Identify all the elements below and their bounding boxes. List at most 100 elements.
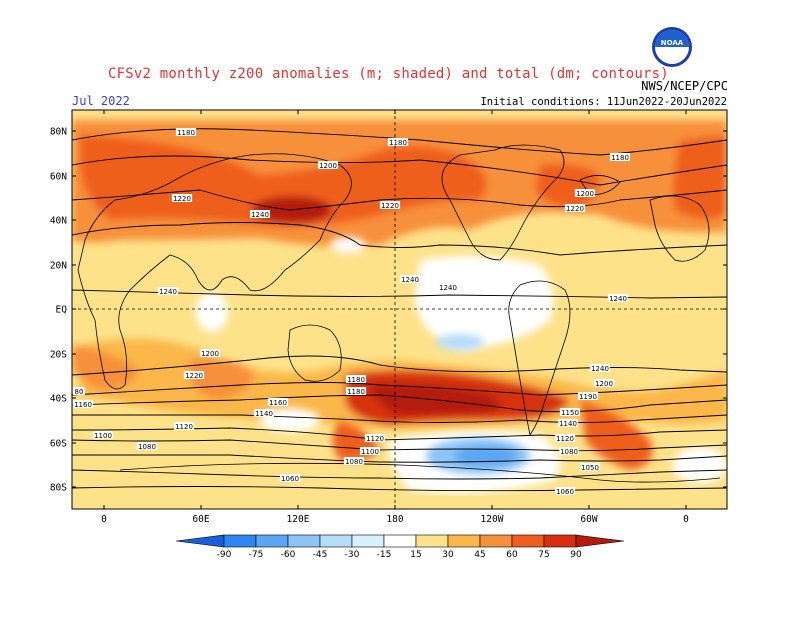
neutral-zone-indian	[196, 292, 228, 332]
lon-label: 180	[386, 514, 403, 525]
contour-label: 1220	[185, 372, 203, 380]
contour-label: 1080	[138, 443, 156, 451]
anomaly-zone-europe-60-75	[673, 135, 727, 219]
forecast-month: Jul 2022	[72, 94, 130, 108]
contour-label-bg	[364, 434, 386, 442]
contour-label-bg	[175, 128, 197, 136]
colorbar-segment	[351, 534, 385, 548]
colorbar-label: -15	[377, 550, 392, 560]
contour-label: 1140	[559, 420, 577, 428]
contour-labels: 1180 1180 1180 1200 1200 1220 1220 1220 1240 1240…	[72, 128, 631, 496]
negative-anomaly-tropics	[436, 334, 484, 350]
noaa-logo-icon: NOAA	[652, 27, 692, 67]
contour-label: 1100	[94, 432, 112, 440]
contour-label-bg	[387, 138, 409, 146]
chart-title: CFSv2 monthly z200 anomalies (m; shaded)…	[108, 66, 669, 82]
colorbar-segment	[175, 534, 225, 548]
anomaly-zone-safrica-45-60	[72, 345, 140, 390]
contour-label-bg	[399, 275, 421, 283]
contour-label: 1060	[281, 475, 299, 483]
contour-label: 1200	[595, 380, 613, 388]
contour-label-bg	[171, 194, 193, 202]
contour-label: 1240	[401, 276, 419, 284]
coastlines	[77, 144, 721, 483]
contour-label: 1080	[560, 448, 578, 456]
lat-label: 80N	[50, 127, 67, 138]
contour-label-bg	[279, 474, 301, 482]
agency-label: NWS/NCEP/CPC	[641, 79, 728, 93]
colorbar-segment	[575, 534, 625, 548]
colorbar-segment	[287, 534, 321, 548]
initial-conditions: Initial conditions: 11Jun2022-20Jun2022	[480, 96, 727, 108]
contour-label-bg	[607, 294, 629, 302]
contour-label: 1220	[173, 195, 191, 203]
contour-label-bg	[343, 457, 365, 465]
contour-label: 1180	[611, 154, 629, 162]
contour-label: 1160	[269, 399, 287, 407]
lon-label: 120W	[481, 514, 504, 525]
contour-label: 1240	[159, 288, 177, 296]
contour-label: 1160	[74, 401, 92, 409]
contour-label-bg	[359, 447, 381, 455]
colorbar-label: -75	[249, 550, 264, 560]
neutral-zone-wpac	[330, 237, 366, 253]
lat-label: 60N	[50, 172, 67, 183]
contour-label-bg	[574, 189, 596, 197]
colorbar-label: 45	[474, 550, 485, 560]
neutral-zone-s-indian	[260, 408, 320, 432]
longitude-axis: 0 60E 120E 180 120W 60W 0	[101, 110, 689, 525]
contour-label-bg	[72, 400, 94, 408]
contour-label-bg	[157, 287, 179, 295]
lon-label: 0	[101, 514, 107, 525]
colorbar-segment	[223, 534, 257, 548]
contour-label: 1180	[347, 376, 365, 384]
colorbar-segment	[383, 534, 417, 548]
colorbar-label: 30	[442, 550, 454, 560]
contour-label-bg	[593, 379, 615, 387]
contour-label: 80	[75, 388, 84, 396]
lat-label: 40N	[50, 216, 67, 227]
colorbar-label: 60	[506, 550, 518, 560]
contour-label: 1190	[579, 393, 597, 401]
contour-label-bg	[253, 409, 275, 417]
contour-label-bg	[345, 375, 367, 383]
contour-label-bg	[579, 463, 601, 471]
colorbar-label: 15	[410, 550, 421, 560]
contour-label-bg	[73, 387, 85, 395]
colorbar-segment	[479, 534, 513, 548]
contour-label-bg	[609, 153, 631, 161]
colorbar-segment	[415, 534, 449, 548]
contour-label-bg	[437, 283, 459, 291]
lat-label: 20N	[50, 261, 67, 272]
contour-label: 1120	[366, 435, 384, 443]
colorbar-label: 90	[570, 550, 582, 560]
contour-label: 1120	[175, 423, 193, 431]
lat-label: EQ	[56, 305, 68, 316]
lon-label: 60W	[580, 514, 597, 525]
colorbar-segment	[511, 534, 545, 548]
contour-label-bg	[199, 349, 221, 357]
colorbar-segment	[319, 534, 353, 548]
contour-label: 1180	[389, 139, 407, 147]
colorbar-label: -90	[217, 550, 232, 560]
contour-label: 1050	[581, 464, 599, 472]
lon-label: 120E	[287, 514, 310, 525]
contour-label-bg	[249, 210, 271, 218]
svg-text:NOAA: NOAA	[661, 39, 684, 47]
contour-label-bg	[564, 204, 586, 212]
lat-label: 20S	[50, 350, 67, 361]
contour-label: 1240	[609, 295, 627, 303]
contour-label-bg	[554, 487, 576, 495]
contour-label: 1200	[319, 162, 337, 170]
colorbar-label: -45	[313, 550, 328, 560]
lon-label: 60E	[192, 514, 209, 525]
contour-label: 1200	[201, 350, 219, 358]
lon-label: 0	[683, 514, 689, 525]
colorbar-segment	[255, 534, 289, 548]
contour-label: 1100	[361, 448, 379, 456]
contour-label: 1220	[381, 202, 399, 210]
contour-label-bg	[92, 431, 114, 439]
contour-label-bg	[379, 201, 401, 209]
contour-label-bg	[317, 161, 339, 169]
